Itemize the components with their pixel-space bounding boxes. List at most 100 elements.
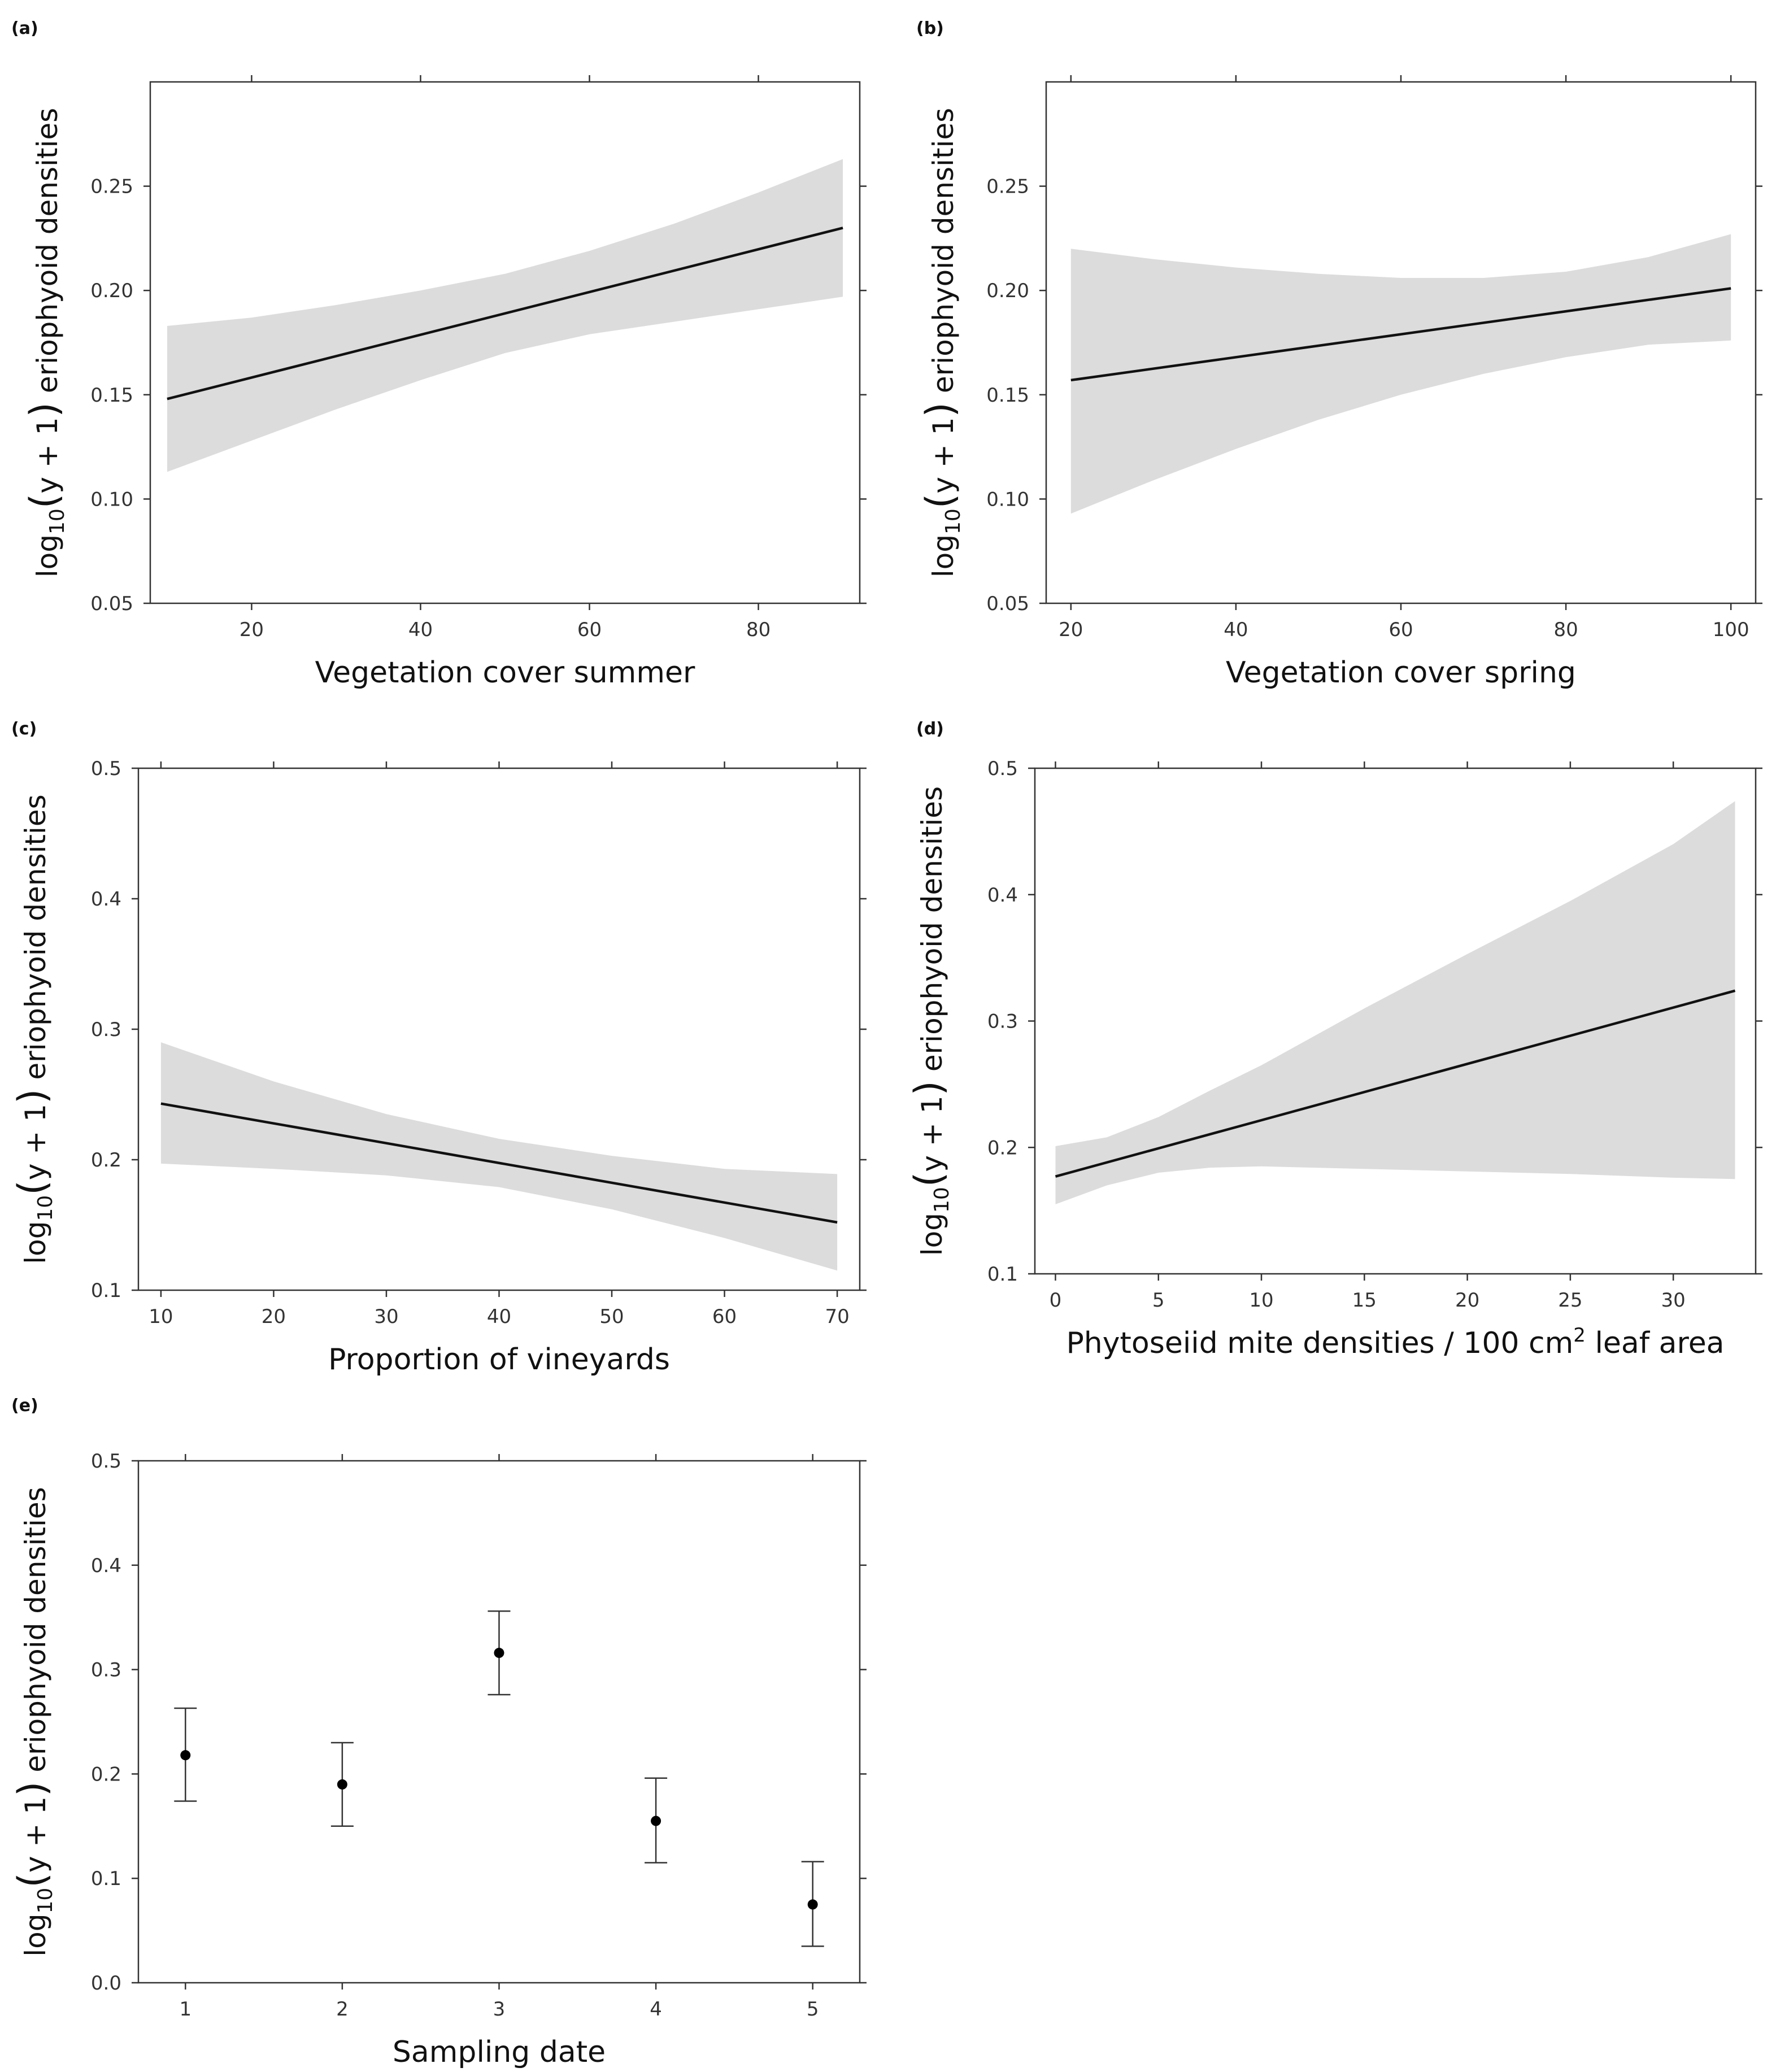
x-tick-label: 20: [240, 619, 264, 641]
x-axis-title-text: Vegetation cover spring: [1226, 656, 1576, 690]
y-tick-label: 0.5: [91, 1450, 121, 1473]
y-tick-label: 0.2: [91, 1763, 121, 1786]
confidence-band: [160, 1042, 838, 1271]
y-tick-label: 0.4: [91, 888, 121, 911]
x-tick-label: 10: [1249, 1289, 1273, 1312]
x-tick-label: 50: [599, 1305, 624, 1328]
plot-frame: [137, 1460, 861, 1984]
y-tick-label: 0.3: [91, 1659, 121, 1682]
y-axis-title-inner: y + 1: [19, 1104, 52, 1180]
y-axis-title: log10(y + 1) eriophyoid densities: [918, 108, 965, 577]
y-tick-label: 0.1: [91, 1279, 121, 1302]
y-tick-label: 0.5: [91, 758, 121, 780]
data-point: [651, 1816, 661, 1826]
panel-b: (b) 20 40 60 80 100 0.05 0.10 0.15 0.20 0.25 Vegeta…: [916, 19, 1762, 690]
y-axis-title-close-paren: ): [10, 1782, 55, 1797]
y-axis-title-log: log: [19, 1914, 52, 1957]
panel-label: (d): [916, 719, 944, 739]
x-tick-label: 1: [179, 1998, 191, 2021]
y-axis-title-sub: 10: [34, 1888, 57, 1914]
y-axis-title-close-paren: ): [907, 1081, 951, 1096]
x-axis-title-text: Sampling date: [393, 2035, 606, 2069]
x-axis-title: Phytoseiid mite densities / 100 cm2 leaf…: [1066, 1324, 1724, 1360]
y-tick-label: 0.1: [987, 1263, 1018, 1286]
y-axis-title-sub: 10: [34, 1195, 57, 1221]
y-axis-title-close-paren: ): [918, 402, 963, 417]
y-axis-title: log10(y + 1) eriophyoid densities: [10, 794, 57, 1264]
x-tick-label: 20: [262, 1305, 286, 1328]
y-axis-title-suffix: eriophyoid densities: [19, 794, 52, 1089]
panel-e: (e) 1 2 3 4 5 0.0 0.1 0.2 0.3 0.4 0.5 Sampling date l…: [10, 1396, 867, 2069]
fit-line: [1070, 287, 1731, 382]
x-tick-label: 40: [1224, 619, 1248, 641]
fit-line: [160, 1102, 838, 1224]
y-axis-title-open-paren: (: [918, 494, 963, 509]
x-tick-label: 40: [487, 1305, 511, 1328]
fit-line: [167, 227, 843, 401]
data-point: [807, 1899, 818, 1910]
y-axis-title-log: log: [916, 1213, 948, 1256]
data-point: [337, 1779, 347, 1790]
y-axis-title-open-paren: (: [907, 1172, 951, 1187]
y-tick-label: 0.15: [986, 384, 1029, 407]
data-point: [180, 1750, 191, 1761]
x-tick-label: 60: [712, 1305, 737, 1328]
x-tick-label: 20: [1059, 619, 1083, 641]
panel-d: (d) 0 5 10 15 20 25 30 0.1 0.2 0.3 0.4 0.5 Phytoseiid…: [907, 719, 1762, 1360]
y-axis-title-log: log: [927, 534, 960, 577]
x-axis-title-tail: leaf area: [1586, 1326, 1725, 1360]
y-tick-label: 0.1: [91, 1868, 121, 1890]
y-tick-label: 0.5: [987, 758, 1018, 780]
x-tick-label: 25: [1558, 1289, 1582, 1312]
x-tick-label: 15: [1352, 1289, 1377, 1312]
panel-label: (b): [916, 19, 944, 38]
y-axis-title-sub: 10: [942, 508, 965, 534]
x-tick-label: 4: [650, 1998, 662, 2021]
y-axis-title-open-paren: (: [10, 1180, 55, 1195]
y-axis-title: log10(y + 1) eriophyoid densities: [10, 1487, 57, 1956]
y-tick-label: 0.10: [90, 488, 133, 511]
x-tick-label: 0: [1050, 1289, 1062, 1312]
y-axis-title-close-paren: ): [10, 1089, 55, 1104]
panel-label: (a): [11, 19, 38, 38]
y-axis-title-log: log: [31, 534, 64, 577]
x-tick-label: 20: [1455, 1289, 1479, 1312]
panel-label: (c): [11, 719, 37, 739]
data-point: [494, 1648, 504, 1659]
panel-c: (c) 10 20 30 40 50 60 70 0.1 0.2 0.3 0.4 0.5 Proporti…: [10, 719, 867, 1377]
y-tick-label: 0.05: [90, 593, 133, 615]
y-axis-title-inner: y + 1: [31, 417, 64, 494]
y-axis-title-close-paren: ): [22, 402, 67, 417]
x-tick-label: 3: [493, 1998, 506, 2021]
y-axis-title-log: log: [19, 1221, 52, 1264]
y-tick-label: 0.25: [90, 176, 133, 198]
y-tick-label: 0.05: [986, 593, 1029, 615]
panel-a: (a) 20 40 60 80 0.05 0.10 0.15 0.20 0.25 Vegetatio…: [11, 19, 867, 690]
x-axis-title: Vegetation cover spring: [1226, 656, 1576, 690]
y-tick-label: 0.0: [91, 1972, 121, 1995]
x-tick-label: 5: [807, 1998, 819, 2021]
y-axis-title-suffix: eriophyoid densities: [916, 786, 948, 1081]
y-axis-title: log10(y + 1) eriophyoid densities: [907, 786, 954, 1256]
x-axis-title-sup: 2: [1573, 1324, 1586, 1347]
y-tick-label: 0.4: [91, 1555, 121, 1577]
y-tick-label: 0.20: [90, 280, 133, 302]
y-tick-label: 0.2: [987, 1137, 1018, 1159]
y-tick-label: 0.25: [986, 176, 1029, 198]
y-axis-title-suffix: eriophyoid densities: [927, 108, 960, 402]
y-tick-label: 0.2: [91, 1149, 121, 1172]
x-tick-label: 5: [1152, 1289, 1165, 1312]
x-axis-title-text: Vegetation cover summer: [315, 656, 695, 690]
x-tick-label: 30: [374, 1305, 398, 1328]
plot-frame: [149, 81, 861, 604]
x-axis-title-text: Phytoseiid mite densities / 100 cm: [1066, 1326, 1573, 1360]
confidence-band: [167, 159, 843, 472]
fit-line: [1055, 989, 1736, 1178]
y-axis-title-suffix: eriophyoid densities: [31, 108, 64, 402]
x-tick-label: 10: [149, 1305, 173, 1328]
x-axis-title: Proportion of vineyards: [328, 1343, 670, 1377]
y-tick-label: 0.10: [986, 488, 1029, 511]
x-tick-label: 60: [577, 619, 602, 641]
y-tick-label: 0.3: [987, 1011, 1018, 1033]
